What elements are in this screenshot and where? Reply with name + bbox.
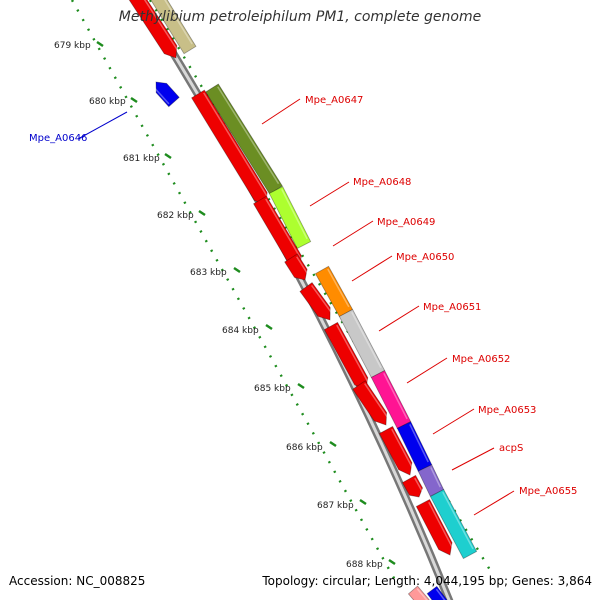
cds-arrow-reverse (154, 81, 180, 108)
feature-label: Mpe_A0647 (305, 95, 363, 106)
feature-label: Mpe_A0652 (452, 354, 510, 365)
cds-arrow (284, 253, 309, 281)
label-leader-line (432, 408, 475, 435)
cog-segment (429, 488, 478, 560)
feature-label: Mpe_A0651 (423, 302, 481, 313)
label-leader-line (309, 181, 350, 207)
feature-label: Mpe_A0648 (353, 177, 411, 188)
ruler-tick (359, 498, 367, 506)
cog-segment (268, 186, 312, 249)
feature-label: Mpe_A0653 (478, 405, 536, 416)
ruler-tick (198, 209, 206, 217)
label-leader-line (451, 447, 495, 471)
ruler-tick-label: 687 kbp (317, 501, 354, 511)
cds-arrow (378, 425, 414, 476)
ruler-tick-label: 682 kbp (157, 211, 194, 221)
ruler-tick (388, 558, 396, 566)
ruler-tick-label: 679 kbp (54, 41, 91, 51)
feature-label: Mpe_A0650 (396, 252, 454, 263)
backbone (135, 0, 454, 600)
feature-track (126, 0, 478, 600)
feature-label: Mpe_A0646 (29, 133, 87, 144)
ruler-ticks: 679 kbp 680 kbp 681 kbp 682 kbp 683 kbp 684 k… (54, 40, 396, 570)
map-title: Methylibium petroleiphilum PM1, complete… (118, 9, 482, 25)
accession-label: Accession: NC_008825 (9, 574, 146, 588)
ruler-tick-label: 684 kbp (222, 326, 259, 336)
cds-arrow (401, 474, 423, 498)
label-leader-line (378, 305, 420, 332)
feature-label: Mpe_A0655 (519, 486, 577, 497)
ruler-tick (96, 40, 104, 48)
ruler-tick (329, 440, 337, 448)
label-leader-line (473, 490, 515, 516)
label-leader-line (77, 111, 128, 140)
label-leader-line (406, 357, 448, 384)
ruler-tick-label: 688 kbp (346, 560, 383, 570)
label-leader-line (332, 220, 374, 247)
cds-arrow (352, 380, 389, 426)
ruler-dots (70, 0, 492, 581)
ruler-tick-label: 686 kbp (286, 443, 323, 453)
label-leader-line (351, 255, 393, 282)
cog-segment (149, 0, 197, 55)
ruler-dot-line (70, 0, 397, 581)
feature-labels: Mpe_A0647 Mpe_A0648 Mpe_A0649 Mpe_A0650 Mpe_… (29, 95, 577, 516)
cog-segment (417, 464, 445, 497)
ruler-tick (265, 323, 273, 331)
genome-summary: Topology: circular; Length: 4,044,195 bp… (262, 574, 592, 588)
ruler-tick-label: 681 kbp (123, 154, 160, 164)
cds-arrow (415, 499, 454, 556)
ruler-tick (130, 96, 138, 104)
feature-label: Mpe_A0649 (377, 217, 435, 228)
feature-label: acpS (499, 443, 523, 454)
ruler-tick (297, 382, 305, 390)
cds-arrow (299, 282, 333, 321)
ruler-tick-label: 685 kbp (254, 384, 291, 394)
label-leader-line (261, 98, 301, 125)
ruler-tick-label: 680 kbp (89, 97, 126, 107)
cds-arrow (126, 0, 180, 59)
ruler-tick (233, 266, 241, 274)
ruler-tick (164, 152, 172, 160)
ruler-tick-label: 683 kbp (190, 268, 227, 278)
